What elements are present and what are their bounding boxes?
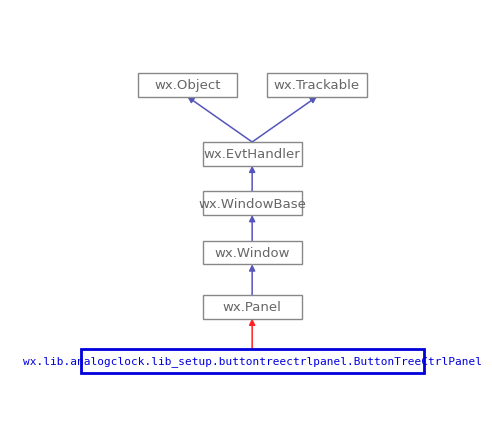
FancyBboxPatch shape <box>268 74 367 98</box>
Text: wx.lib.analogclock.lib_setup.buttontreectrlpanel.ButtonTreeCtrlPanel: wx.lib.analogclock.lib_setup.buttontreec… <box>23 356 482 366</box>
FancyBboxPatch shape <box>203 241 302 265</box>
FancyBboxPatch shape <box>81 349 424 373</box>
Text: wx.Panel: wx.Panel <box>223 300 281 314</box>
Text: wx.EvtHandler: wx.EvtHandler <box>204 148 301 161</box>
FancyBboxPatch shape <box>203 192 302 216</box>
Text: wx.Trackable: wx.Trackable <box>274 79 360 92</box>
Text: wx.WindowBase: wx.WindowBase <box>198 197 306 210</box>
Text: wx.Object: wx.Object <box>154 79 220 92</box>
FancyBboxPatch shape <box>203 295 302 319</box>
FancyBboxPatch shape <box>138 74 237 98</box>
FancyBboxPatch shape <box>203 143 302 166</box>
Text: wx.Window: wx.Window <box>215 246 290 259</box>
